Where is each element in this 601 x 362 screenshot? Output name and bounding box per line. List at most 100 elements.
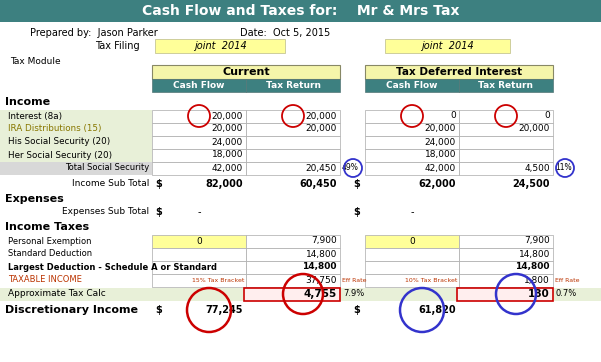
Bar — [0, 0, 601, 22]
Bar — [459, 148, 553, 161]
Bar — [459, 161, 553, 174]
Text: Approximate Tax Calc: Approximate Tax Calc — [8, 290, 106, 299]
Text: Personal Exemption: Personal Exemption — [8, 236, 91, 245]
Text: 14,800: 14,800 — [519, 249, 550, 258]
Text: Expenses: Expenses — [5, 194, 64, 204]
Bar — [459, 261, 553, 274]
Text: 20,000: 20,000 — [212, 111, 243, 121]
Bar — [365, 135, 459, 148]
Bar — [385, 39, 510, 53]
Text: Tax Return: Tax Return — [478, 81, 534, 90]
Bar — [246, 274, 340, 286]
Bar — [365, 109, 459, 122]
Bar — [246, 148, 340, 161]
Bar — [246, 261, 340, 274]
Bar — [0, 122, 152, 135]
Text: $: $ — [353, 179, 360, 189]
Bar — [0, 148, 152, 161]
Text: 24,000: 24,000 — [425, 138, 456, 147]
Bar — [152, 79, 246, 92]
Text: TAXABLE INCOME: TAXABLE INCOME — [8, 275, 82, 285]
Text: 1,800: 1,800 — [524, 275, 550, 285]
Text: joint  2014: joint 2014 — [194, 41, 246, 51]
Text: 20,000: 20,000 — [519, 125, 550, 134]
Bar — [152, 122, 246, 135]
Text: Expenses Sub Total: Expenses Sub Total — [62, 207, 149, 216]
Text: $: $ — [155, 305, 162, 315]
Bar — [459, 274, 553, 286]
Text: 77,245: 77,245 — [206, 305, 243, 315]
Text: 60,450: 60,450 — [299, 179, 337, 189]
Text: Cash Flow: Cash Flow — [173, 81, 225, 90]
Bar — [152, 248, 246, 261]
Text: 180: 180 — [528, 289, 550, 299]
Bar — [459, 235, 553, 248]
Text: 11%: 11% — [555, 164, 572, 173]
Text: 7,900: 7,900 — [524, 236, 550, 245]
Bar — [246, 109, 340, 122]
Text: 4,755: 4,755 — [304, 289, 337, 299]
Text: 0: 0 — [545, 111, 550, 121]
Bar — [365, 65, 553, 79]
Text: 7.9%: 7.9% — [343, 290, 364, 299]
Text: Tax Module: Tax Module — [10, 56, 61, 66]
Bar — [0, 109, 152, 122]
Bar — [365, 148, 459, 161]
Bar — [152, 261, 246, 274]
Text: 42,000: 42,000 — [212, 164, 243, 173]
Text: 24,000: 24,000 — [212, 138, 243, 147]
Bar — [0, 135, 152, 148]
Bar — [246, 135, 340, 148]
Text: 14,800: 14,800 — [306, 249, 337, 258]
Text: 15% Tax Bracket: 15% Tax Bracket — [192, 278, 244, 282]
Bar — [365, 161, 459, 174]
Bar — [365, 122, 459, 135]
Text: 24,500: 24,500 — [513, 179, 550, 189]
Text: Interest (8a): Interest (8a) — [8, 111, 62, 121]
Bar — [155, 39, 285, 53]
Text: 42,000: 42,000 — [425, 164, 456, 173]
Text: 82,000: 82,000 — [206, 179, 243, 189]
Text: Her Social Security (20): Her Social Security (20) — [8, 151, 112, 160]
Bar — [459, 79, 553, 92]
Bar — [365, 235, 459, 248]
Text: Current: Current — [222, 67, 270, 77]
Text: 18,000: 18,000 — [424, 151, 456, 160]
Text: $: $ — [155, 207, 162, 217]
Text: 62,000: 62,000 — [418, 179, 456, 189]
Text: -: - — [410, 207, 413, 217]
Text: His Social Security (20): His Social Security (20) — [8, 138, 110, 147]
Bar — [246, 79, 340, 92]
Text: $: $ — [353, 305, 360, 315]
Text: Income: Income — [5, 97, 50, 107]
Bar — [365, 261, 459, 274]
Text: 37,750: 37,750 — [305, 275, 337, 285]
Text: Prepared by:  Jason Parker: Prepared by: Jason Parker — [30, 28, 157, 38]
Text: 10% Tax Bracket: 10% Tax Bracket — [404, 278, 457, 282]
Text: 20,450: 20,450 — [306, 164, 337, 173]
Text: 7,900: 7,900 — [311, 236, 337, 245]
Bar — [152, 274, 246, 286]
Bar — [246, 161, 340, 174]
Bar — [246, 235, 340, 248]
Text: 20,000: 20,000 — [212, 125, 243, 134]
Bar — [246, 122, 340, 135]
Text: Cash Flow: Cash Flow — [386, 81, 438, 90]
Text: 4,500: 4,500 — [525, 164, 550, 173]
Text: 20,000: 20,000 — [425, 125, 456, 134]
Text: 18,000: 18,000 — [212, 151, 243, 160]
Bar — [244, 287, 340, 300]
Bar — [459, 122, 553, 135]
Bar — [246, 248, 340, 261]
Bar — [457, 287, 553, 300]
Text: Date:  Oct 5, 2015: Date: Oct 5, 2015 — [240, 28, 331, 38]
Text: Tax Deferred Interest: Tax Deferred Interest — [396, 67, 522, 77]
Text: Tax Return: Tax Return — [266, 81, 320, 90]
Text: $: $ — [155, 179, 162, 189]
Bar — [0, 161, 152, 174]
Text: Eff Rate: Eff Rate — [555, 278, 579, 282]
Bar — [152, 65, 340, 79]
Text: 14,800: 14,800 — [302, 262, 337, 272]
Text: 49%: 49% — [342, 164, 359, 173]
Bar — [152, 148, 246, 161]
